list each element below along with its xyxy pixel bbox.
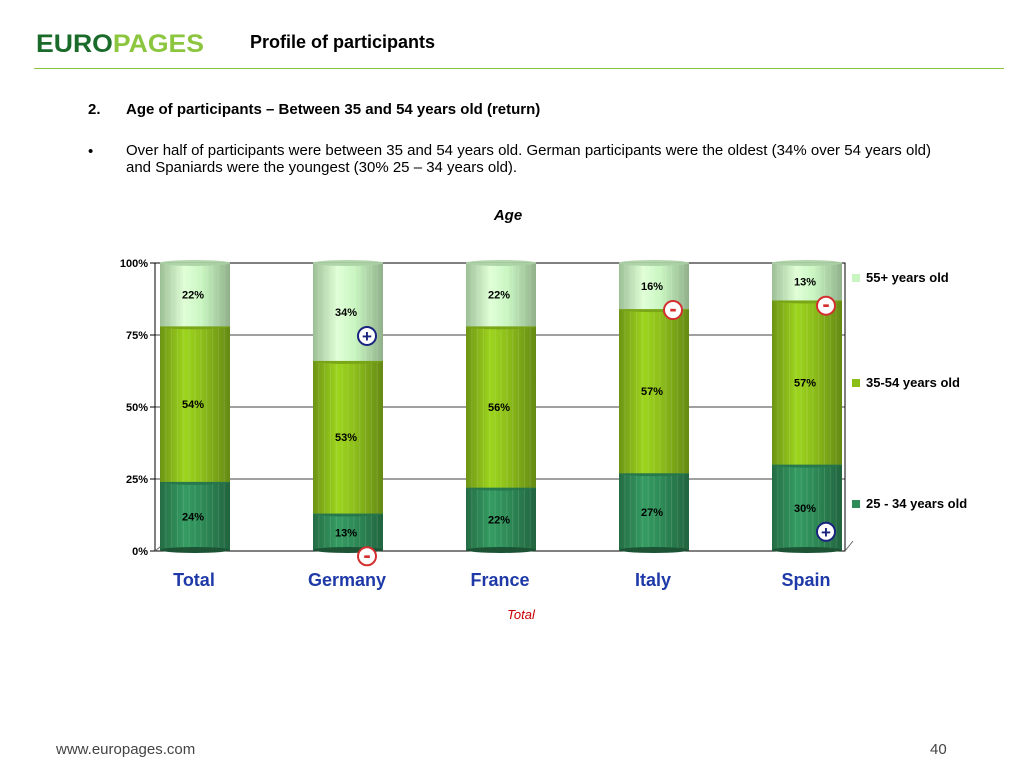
section-heading: Age of participants – Between 35 and 54 …: [126, 101, 541, 118]
bar-segment: [466, 487, 536, 551]
data-label: 22%: [182, 290, 204, 302]
europages-logo: EURO PAGES: [36, 30, 204, 58]
data-label: 57%: [794, 378, 816, 390]
bar-base: [772, 547, 842, 553]
legend-label: 25 - 34 years old: [866, 496, 967, 511]
section-number: 2.: [88, 101, 101, 118]
x-tick-label: Germany: [308, 570, 386, 590]
x-tick-label: France: [470, 570, 529, 590]
legend-label: 35-54 years old: [866, 375, 960, 390]
plus-marker: [357, 325, 377, 346]
plus-marker-symbol: +: [362, 327, 372, 346]
data-label: 13%: [794, 277, 816, 289]
bar-segment-top: [772, 260, 842, 266]
bar-segment: [619, 473, 689, 551]
bar-segment-top: [313, 260, 383, 266]
page-number: 40: [930, 741, 947, 758]
data-label: 27%: [641, 507, 663, 519]
y-tick-label: 100%: [120, 258, 148, 270]
minus-marker-symbol: -: [822, 292, 829, 317]
data-label: 53%: [335, 432, 357, 444]
data-label: 54%: [182, 399, 204, 411]
data-label: 34%: [335, 307, 357, 319]
bar-base: [160, 547, 230, 553]
bar-segment-top: [466, 260, 536, 266]
x-axis-label: Total: [507, 607, 535, 622]
data-label: 16%: [641, 281, 663, 293]
bar-base: [619, 547, 689, 553]
bar-segment: [466, 326, 536, 488]
bar-segment: [160, 263, 230, 327]
x-tick-label: Italy: [635, 570, 671, 590]
y-tick-label: 0%: [132, 546, 148, 558]
minus-marker: [357, 546, 377, 567]
slide-title: Profile of participants: [250, 32, 436, 52]
chart-title: Age: [493, 207, 523, 224]
minus-marker-symbol: -: [363, 542, 370, 567]
data-label: 22%: [488, 514, 510, 526]
data-label: 13%: [335, 527, 357, 539]
bar-segment: [772, 300, 842, 465]
y-tick-label: 25%: [126, 474, 148, 486]
legend-label: 55+ years old: [866, 270, 949, 285]
bar-segment: [160, 481, 230, 551]
minus-marker-symbol: -: [669, 296, 676, 321]
data-label: 30%: [794, 503, 816, 515]
age-chart: 0% 25% 50% 75% 100% 24% 54% 22% Total 13% 53% 34% Ge…: [120, 258, 967, 590]
bar-segment: [772, 263, 842, 301]
data-label: 22%: [488, 290, 510, 302]
minus-marker: [816, 295, 836, 316]
header-divider: [34, 68, 1004, 69]
bar-segment: [313, 513, 383, 551]
bar-segment-top: [160, 260, 230, 266]
footer-url: www.europages.com: [56, 741, 196, 758]
bar-base: [466, 547, 536, 553]
bullet-point: •: [88, 143, 94, 160]
minus-marker: [663, 300, 683, 321]
bar-segment: [466, 263, 536, 327]
legend-swatch: [852, 379, 860, 387]
data-label: 56%: [488, 402, 510, 414]
data-label: 57%: [641, 386, 663, 398]
summary-paragraph: Over half of participants were between 3…: [126, 142, 931, 176]
bar-segment: [313, 360, 383, 514]
plus-marker-symbol: +: [821, 523, 831, 542]
legend-swatch: [852, 274, 860, 282]
plus-marker: [816, 521, 836, 542]
data-label: 24%: [182, 511, 204, 523]
bar-segment: [619, 309, 689, 474]
y-tick-label: 75%: [126, 330, 148, 342]
x-tick-label: Total: [173, 570, 215, 590]
bar-segment: [160, 326, 230, 482]
bar-segment-top: [619, 260, 689, 266]
x-tick-label: Spain: [781, 570, 830, 590]
legend-swatch: [852, 500, 860, 508]
y-tick-label: 50%: [126, 402, 148, 414]
